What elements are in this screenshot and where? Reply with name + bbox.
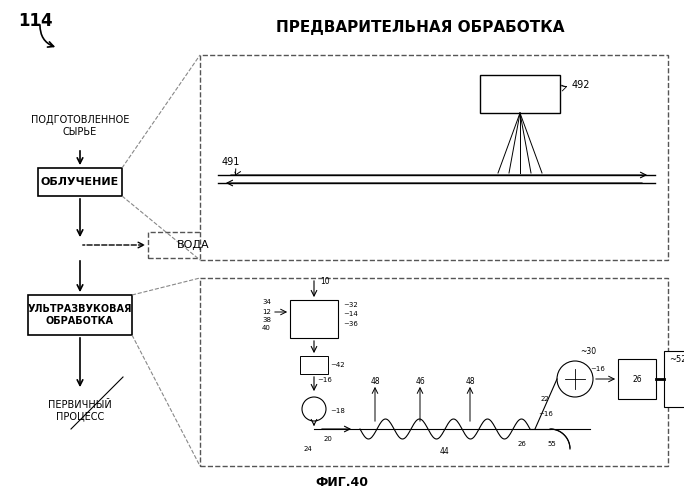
Circle shape	[557, 361, 593, 397]
Text: ПРЕДВАРИТЕЛЬНАЯ ОБРАБОТКА: ПРЕДВАРИТЕЛЬНАЯ ОБРАБОТКА	[276, 20, 564, 35]
Bar	[38, 168, 122, 196]
Bar	[200, 55, 668, 260]
Text: 46: 46	[415, 376, 425, 386]
Text: ПОДГОТОВЛЕННОЕ
СЫРЬЕ: ПОДГОТОВЛЕННОЕ СЫРЬЕ	[31, 115, 129, 136]
Bar	[618, 359, 656, 399]
Text: УЛЬТРАЗВУКОВАЯ
ОБРАБОТКА: УЛЬТРАЗВУКОВАЯ ОБРАБОТКА	[28, 304, 132, 326]
Text: ~16: ~16	[590, 366, 605, 372]
Text: ~52: ~52	[669, 354, 684, 364]
Bar	[300, 356, 328, 374]
Text: 12: 12	[262, 309, 271, 315]
Text: 22: 22	[540, 396, 549, 402]
Text: 491: 491	[222, 157, 240, 167]
Bar	[200, 278, 668, 466]
Text: 24: 24	[304, 446, 313, 452]
Text: 10: 10	[320, 278, 330, 286]
Text: 114: 114	[18, 12, 53, 30]
Text: ~42: ~42	[330, 362, 345, 368]
Text: 26: 26	[632, 374, 642, 384]
Text: 38: 38	[262, 317, 271, 323]
Bar	[290, 300, 338, 338]
Text: ОБЛУЧЕНИЕ: ОБЛУЧЕНИЕ	[41, 177, 119, 187]
Text: 34: 34	[262, 299, 271, 305]
Bar	[480, 75, 560, 113]
Text: 26: 26	[518, 441, 527, 447]
Text: ФИГ.40: ФИГ.40	[315, 476, 369, 488]
Text: 55: 55	[548, 441, 556, 447]
Text: 40: 40	[262, 325, 271, 331]
Text: ~16: ~16	[538, 411, 553, 417]
Text: ~16: ~16	[317, 377, 332, 383]
Circle shape	[302, 397, 326, 421]
Bar	[664, 351, 684, 407]
Bar	[148, 232, 238, 258]
Text: ~32: ~32	[343, 302, 358, 308]
Text: ~30: ~30	[580, 346, 596, 356]
Text: ПЕРВИЧНЫЙ
ПРОЦЕСС: ПЕРВИЧНЫЙ ПРОЦЕСС	[48, 400, 112, 421]
Text: 20: 20	[324, 436, 333, 442]
Text: ~36: ~36	[343, 321, 358, 327]
Text: 48: 48	[465, 376, 475, 386]
Text: 48: 48	[370, 376, 380, 386]
Text: 492: 492	[572, 80, 590, 90]
Text: ~18: ~18	[330, 408, 345, 414]
Text: 44: 44	[440, 446, 450, 456]
Text: ~14: ~14	[343, 311, 358, 317]
Bar	[28, 295, 132, 335]
Text: ВОДА: ВОДА	[176, 240, 209, 250]
